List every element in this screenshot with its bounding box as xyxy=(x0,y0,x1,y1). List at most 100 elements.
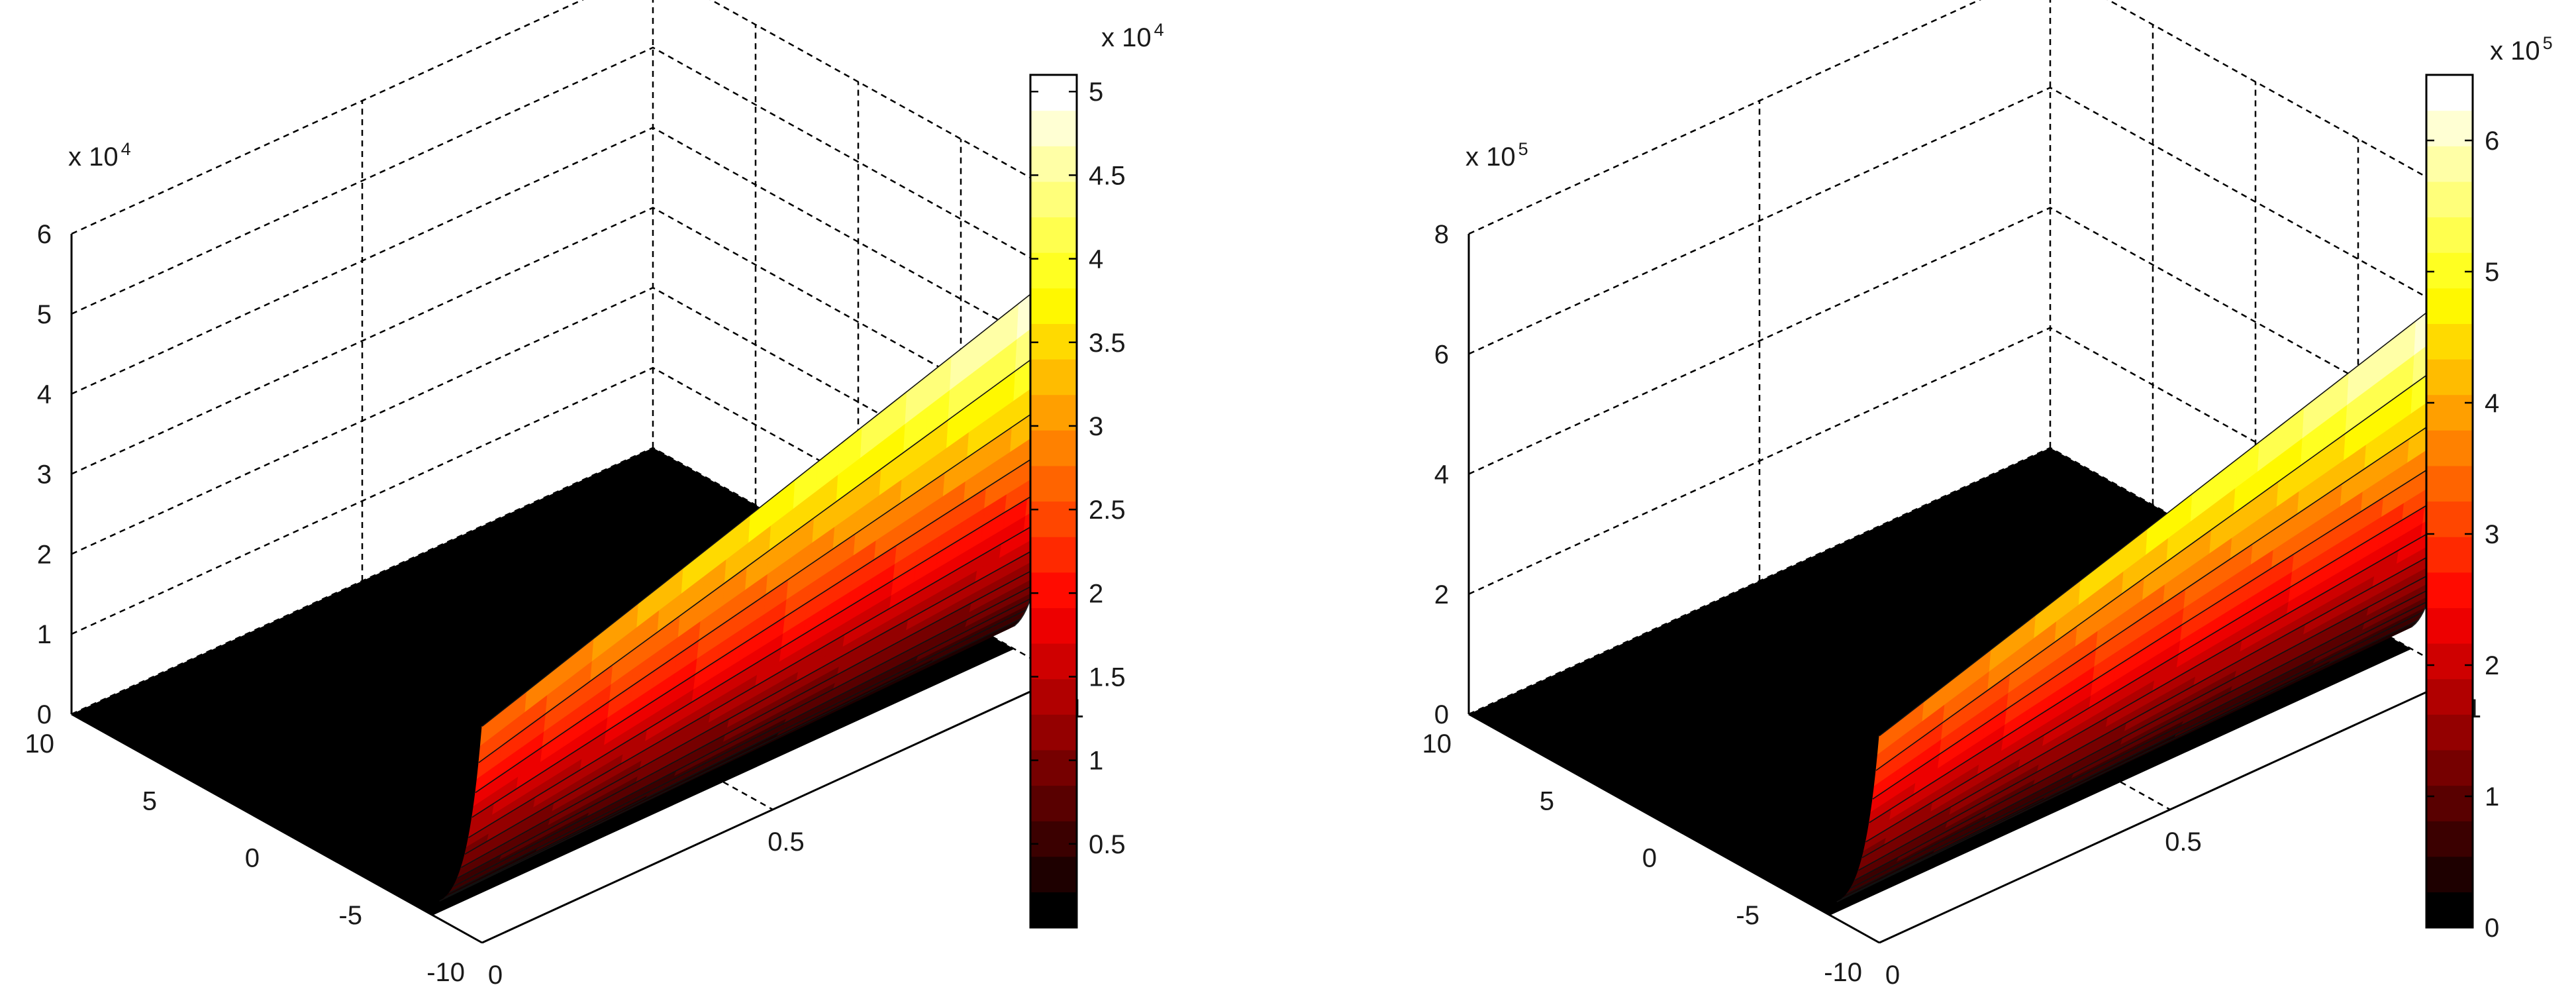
colorbar-band xyxy=(1030,643,1077,680)
colorbar-band xyxy=(2426,501,2473,537)
z-tick-label: 2 xyxy=(37,540,52,569)
y-tick-label: -5 xyxy=(1736,901,1759,930)
colorbar-tick-label: 3 xyxy=(1089,412,1103,441)
surface-mesh-line xyxy=(475,395,1058,794)
colorbar-band xyxy=(1030,146,1077,182)
colorbar-band xyxy=(1030,181,1077,218)
colorbar-band xyxy=(1030,430,1077,466)
surface-mesh-line xyxy=(439,618,1022,902)
surface-mesh-line xyxy=(478,337,1061,763)
surface-mesh-line xyxy=(1836,619,2419,902)
colorbar-tick-label: 5 xyxy=(1089,78,1103,107)
colorbar-band xyxy=(1030,394,1077,431)
colorbar-band xyxy=(1030,75,1077,111)
y-tick-label: 5 xyxy=(142,786,157,816)
z-gridline xyxy=(71,46,1064,315)
colorbar-tick-label: 6 xyxy=(2485,127,2499,156)
surface-mesh-line xyxy=(1846,601,2428,895)
colorbar-tick-label: 2 xyxy=(2485,651,2499,680)
y-tick-label: 10 xyxy=(25,729,55,759)
surface-mesh-line xyxy=(468,484,1050,839)
colorbar-tick-label: 0 xyxy=(2485,914,2499,943)
colorbar-band xyxy=(2426,75,2473,111)
colorbar-band xyxy=(2426,252,2473,289)
colorbar-bands-left xyxy=(1030,75,1077,928)
colorbar-band xyxy=(2426,821,2473,857)
colorbar-frame-left xyxy=(1029,74,1078,929)
y-tick-label: -10 xyxy=(426,958,465,987)
y-tick-label: 0 xyxy=(245,844,260,873)
surface-mesh-left xyxy=(72,267,1064,916)
colorbar-tick-label: 1 xyxy=(2485,782,2499,812)
colorbar-tick-label: 4 xyxy=(1089,245,1103,274)
colorbar-multiplier-left: x 10 4 xyxy=(1101,20,1164,52)
z-gridline xyxy=(71,207,1064,475)
colorbar-band xyxy=(2426,749,2473,786)
colorbar-bands-right xyxy=(2426,75,2473,928)
surface-mesh-line xyxy=(1875,352,2458,771)
x-tick-label: 0 xyxy=(488,961,503,990)
x-tick-label: 0 xyxy=(1885,961,1900,990)
colorbar-band xyxy=(1030,892,1077,928)
surface-mesh-line xyxy=(1861,523,2444,859)
y-tick-label: -5 xyxy=(338,901,362,930)
z-tick-label: 0 xyxy=(37,700,52,729)
y-tick-label: 0 xyxy=(1642,844,1657,873)
colorbar-ticks-right: 0 1 2 3 4 5 6 xyxy=(2426,127,2499,943)
colorbar-band xyxy=(1030,359,1077,395)
y-axis-line xyxy=(1468,713,1880,944)
surface-mesh-line xyxy=(1872,408,2455,800)
colorbar-band xyxy=(1030,110,1077,146)
x-axis-line xyxy=(481,675,1064,944)
colorbar-frame-right xyxy=(2425,74,2474,929)
surface-mesh-line xyxy=(1879,286,2461,737)
z-tick-label: 3 xyxy=(37,460,52,490)
z-tick-label: 6 xyxy=(1434,340,1449,369)
surface-mesh-line xyxy=(1865,492,2448,843)
colorbar-band xyxy=(1030,501,1077,537)
colorbar-band xyxy=(1030,323,1077,360)
colorbar-band xyxy=(2426,465,2473,502)
colorbar-band xyxy=(1030,856,1077,892)
colorbar-band xyxy=(1030,749,1077,786)
z-tick-label: 4 xyxy=(37,380,52,409)
colorbar-band xyxy=(1030,821,1077,857)
colorbar-band xyxy=(2426,678,2473,715)
colorbar-band xyxy=(2426,430,2473,466)
y-tick-label: 10 xyxy=(1422,729,1452,759)
surface-mesh-line xyxy=(1869,454,2452,823)
y-tick-label: -10 xyxy=(1824,958,1862,987)
colorbar-band xyxy=(2426,892,2473,928)
colorbar-multiplier-right: x 10 5 xyxy=(2490,33,2553,66)
colorbar-band xyxy=(2426,359,2473,395)
colorbar-tick-label: 3.5 xyxy=(1089,329,1126,358)
colorbar-band xyxy=(1030,217,1077,253)
colorbar-band xyxy=(2426,146,2473,182)
surface-mesh-line xyxy=(460,544,1043,869)
colorbar-ticks-left: 0.5 1 1.5 2 2.5 3 3.5 4 4.5 5 xyxy=(1030,78,1126,859)
colorbar-band xyxy=(2426,288,2473,324)
z-gridline xyxy=(1468,0,2461,235)
surface-mesh-right xyxy=(1469,285,2461,916)
colorbar-band xyxy=(1030,785,1077,821)
z-tick-label: 4 xyxy=(1434,460,1449,490)
colorbar-band xyxy=(2426,856,2473,892)
colorbar-band xyxy=(2426,572,2473,608)
surface-mesh-line xyxy=(464,517,1047,855)
colorbar-band xyxy=(2426,785,2473,821)
surface-mesh-line xyxy=(444,609,1026,898)
colorbar-band xyxy=(1030,288,1077,324)
colorbar-tick-label: 3 xyxy=(2485,520,2499,549)
y-tick-label: 5 xyxy=(1540,786,1554,816)
colorbar-band xyxy=(2426,394,2473,431)
colorbar-band xyxy=(1030,678,1077,715)
x-tick-label: 0.5 xyxy=(768,827,805,857)
z-gridline xyxy=(71,0,1064,235)
z-tick-label: 5 xyxy=(37,300,52,329)
surface-mesh-line xyxy=(471,444,1054,818)
